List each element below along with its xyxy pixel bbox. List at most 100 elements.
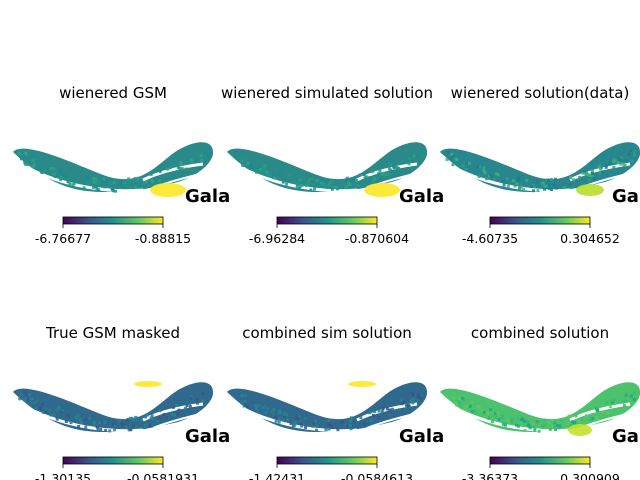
map-pixel [388, 413, 392, 417]
map-pixel [32, 163, 36, 167]
galactic-plane-glow [568, 424, 592, 436]
map-pixel [568, 183, 572, 187]
panel-true-gsm-masked: True GSM masked Gala -1.30135 -0.0581931 [13, 324, 230, 480]
colorbar-max-label: -0.870604 [345, 231, 409, 246]
map-pixel [130, 416, 134, 420]
map-pixel [91, 185, 95, 189]
map-pixel [246, 161, 250, 165]
map-pixel [378, 177, 382, 181]
map-pixel [462, 399, 466, 403]
map-pixel [363, 422, 367, 426]
map-pixel [570, 420, 574, 424]
map-pixel [20, 157, 23, 161]
map-pixel [516, 178, 520, 182]
map-pixel [96, 427, 100, 431]
map-pixel [52, 413, 56, 417]
map-pixel [546, 178, 550, 182]
map-pixel [549, 177, 553, 181]
map-pixel [293, 177, 297, 181]
map-pixel [482, 411, 486, 414]
map-pixel [343, 423, 347, 427]
map-pixel [482, 166, 486, 169]
map-pixel [372, 414, 375, 417]
colorbar-max-label: -0.0584613 [341, 471, 413, 480]
map-pixel [27, 393, 31, 396]
map-pixel [464, 168, 468, 172]
map-pixel [136, 178, 140, 182]
map-pixel [113, 428, 117, 432]
map-pixel [369, 410, 373, 414]
map-pixel [541, 184, 545, 188]
map-pixel [327, 418, 331, 422]
map-pixel [246, 405, 250, 408]
map-pixel [142, 181, 146, 185]
colorbar-min-label: -6.76677 [35, 231, 91, 246]
panel-wienered-simulated-solution: wienered simulated solution Gala -6.9628… [221, 84, 444, 246]
mask-gap [366, 411, 423, 429]
map-pixel [272, 407, 276, 411]
map-pixel [88, 416, 91, 420]
map-pixel [196, 401, 200, 405]
map-pixel [330, 179, 334, 183]
map-pixel [268, 173, 272, 177]
map-pixel [450, 152, 454, 156]
map-pixel [377, 409, 381, 413]
map-pixel [249, 164, 253, 167]
map-pixel [573, 421, 577, 425]
map-pixel [28, 397, 32, 401]
map-pixel [108, 182, 112, 186]
map-pixel [151, 423, 154, 426]
map-pixel [263, 164, 267, 168]
map-pixel [34, 158, 38, 162]
map-pixel [477, 175, 481, 179]
map-pixel [464, 404, 468, 408]
map-pixel [259, 167, 263, 171]
map-pixel [633, 391, 636, 395]
map-pixel [377, 172, 381, 176]
map-pixel [26, 398, 30, 402]
map-pixel [23, 391, 27, 394]
map-pixel [558, 424, 562, 428]
map-pixel [354, 179, 358, 183]
map-pixel [533, 428, 537, 432]
map-pixel [384, 173, 388, 177]
map-pixel [285, 413, 289, 417]
map-pixel [234, 155, 237, 159]
map-pixel [317, 178, 320, 182]
map-pixel [44, 407, 48, 411]
colorbar-min-label: -4.60735 [462, 231, 518, 246]
map-pixel [569, 176, 573, 179]
colorbar-min-label: -3.36373 [462, 471, 518, 480]
map-pixel [68, 182, 72, 186]
map-pixel [528, 424, 532, 428]
map-pixel [128, 416, 132, 420]
map-pixel [108, 429, 112, 433]
map-pixel [526, 420, 530, 424]
map-pixel [633, 149, 637, 153]
map-pixel [24, 162, 27, 166]
map-pixel [519, 185, 523, 189]
colorbar-min-label: -1.42431 [249, 471, 305, 480]
map-pixel [52, 172, 56, 176]
map-pixel [325, 185, 329, 189]
galactic-label: Gala [399, 186, 444, 207]
map-pixel [92, 176, 96, 180]
map-pixel [625, 159, 629, 163]
map-pixel [149, 416, 153, 420]
map-pixel [525, 178, 529, 182]
map-pixel [416, 399, 420, 402]
map-pixel [240, 401, 244, 405]
map-pixel [95, 182, 99, 186]
map-pixel [127, 177, 131, 181]
map-pixel [281, 180, 285, 184]
map-pixel [132, 180, 136, 184]
map-pixel [99, 427, 103, 431]
map-pixel [589, 418, 593, 422]
mask-gap [454, 166, 571, 193]
map-pixel [550, 426, 554, 430]
map-pixel [624, 393, 628, 397]
map-pixel [53, 175, 57, 178]
map-pixel [329, 180, 333, 184]
map-pixel [446, 150, 450, 154]
map-pixel [397, 166, 401, 170]
